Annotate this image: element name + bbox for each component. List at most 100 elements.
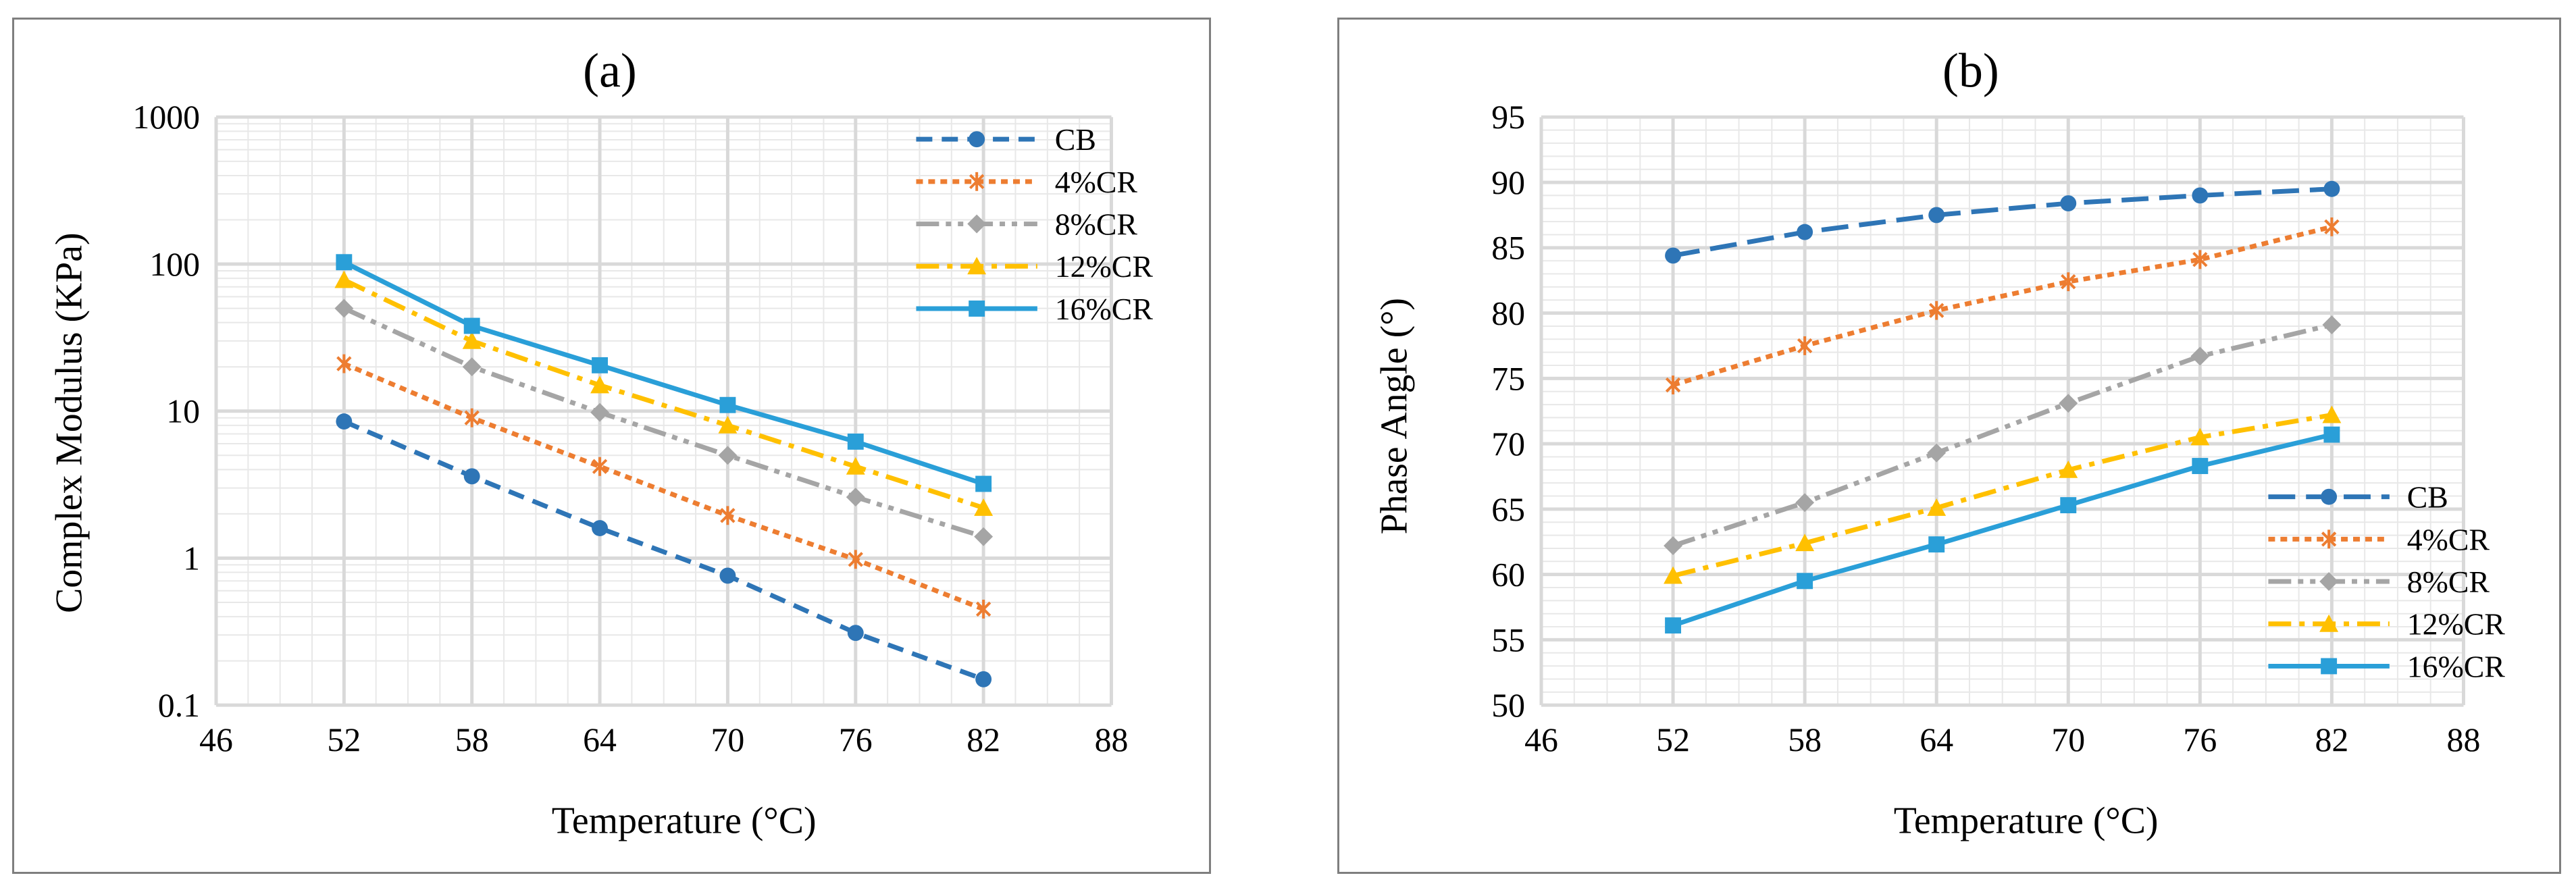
data-point-8pct-cr [590,402,610,422]
data-point-12pct-cr [718,415,738,434]
series-line-12pct-cr [342,278,985,511]
data-point-4pct-cr [1797,336,1813,355]
series-line-8pct-cr [342,306,985,539]
data-point-8pct-cr [2190,346,2210,366]
x-tick-label: 46 [199,721,233,758]
data-point-12pct-cr [974,498,994,516]
chart-a-x-tick-labels: 46 52 58 64 70 76 82 88 [199,721,1128,758]
y-tick-label: 50 [1491,687,1525,724]
x-tick-label: 76 [839,721,873,758]
legend-label-16pct-cr: 16%CR [1055,292,1154,326]
x-tick-label: 52 [1656,721,1690,758]
series-line-8pct-cr [1672,322,2333,548]
data-point-16pct-cr [1665,617,1682,634]
legend-label-4pct-cr: 4%CR [1055,165,1138,199]
x-tick-label: 58 [1788,721,1822,758]
data-point-cb [2192,187,2209,204]
legend-label-4pct-cr: 4%CR [2407,522,2490,556]
data-point-16pct-cr [2192,458,2209,474]
data-point-4pct-cr [975,600,991,619]
series-line-cb [1672,186,2332,258]
legend-marker-8pct-cr [967,214,987,234]
chart-a-y-axis-label: Complex Modulus (KPa) [49,232,91,613]
chart-b-title: (b) [1942,44,1999,98]
data-point-12pct-cr [846,457,865,475]
legend-label-12pct-cr: 12%CR [2407,607,2506,642]
data-point-16pct-cr [719,396,736,413]
data-point-cb [463,468,480,485]
data-point-4pct-cr [1929,301,1944,320]
y-tick-label: 60 [1491,556,1525,594]
chart-a-x-axis-label: Temperature (°C) [552,800,817,841]
series-line-4pct-cr [342,361,985,612]
data-point-16pct-cr [847,433,864,450]
chart-b-x-tick-labels: 46 52 58 64 70 76 82 88 [1524,721,2480,758]
y-tick-label: 1000 [132,99,200,136]
y-tick-label: 70 [1491,425,1525,463]
chart-b-legend: CB 4%CR 8%CR 12%CR 16%CR [2268,480,2506,683]
data-point-4pct-cr [2192,250,2208,269]
y-tick-label: 65 [1491,491,1525,528]
data-point-12pct-cr [2190,427,2210,446]
data-point-4pct-cr [2061,272,2076,292]
chart-a-legend: CB 4%CR 8%CR 12%CR 16%CR [916,122,1153,326]
data-point-8pct-cr [334,298,354,318]
x-tick-label: 70 [711,721,745,758]
data-point-4pct-cr [464,408,480,427]
chart-b-x-axis-label: Temperature (°C) [1894,800,2159,841]
data-point-8pct-cr [2059,394,2078,413]
x-tick-label: 58 [455,721,489,758]
chart-a-y-tick-labels: 0.1 1 10 100 1000 [132,99,200,724]
x-tick-label: 76 [2183,721,2217,758]
chart-b-series-lines [1672,186,2333,628]
legend-marker-12pct-cr [2319,614,2339,632]
data-point-cb [336,413,353,430]
legend-marker-8pct-cr [2319,572,2339,591]
data-point-8pct-cr [1664,536,1683,556]
legend-label-8pct-cr: 8%CR [1055,207,1138,242]
data-point-12pct-cr [334,270,354,288]
x-tick-label: 82 [967,721,1000,758]
data-point-16pct-cr [975,475,992,492]
y-tick-label: 100 [149,246,200,283]
data-point-12pct-cr [590,375,610,394]
data-point-8pct-cr [1795,493,1815,513]
data-point-4pct-cr [1665,375,1681,394]
data-point-4pct-cr [2324,217,2340,236]
data-point-12pct-cr [2059,460,2078,478]
y-tick-label: 75 [1491,360,1525,397]
x-tick-label: 88 [1095,721,1129,758]
legend-marker-16pct-cr [2321,658,2338,675]
series-line-16pct-cr [342,260,985,486]
data-point-8pct-cr [974,527,994,546]
y-tick-label: 10 [166,393,200,430]
data-point-cb [847,625,864,642]
data-point-16pct-cr [1797,573,1813,590]
x-tick-label: 70 [2051,721,2085,758]
data-point-12pct-cr [462,331,482,349]
legend-label-12pct-cr: 12%CR [1055,249,1154,284]
x-tick-label: 64 [1920,721,1953,758]
y-tick-label: 95 [1491,99,1525,136]
chart-b-y-tick-labels: 50 55 60 65 70 75 80 85 90 95 [1491,99,1525,724]
chart-b-svg: 46 52 58 64 70 76 82 88 50 55 60 65 70 75 80 85 90 95 CB… [1374,44,2506,842]
y-tick-label: 1 [183,540,200,577]
legend-label-16pct-cr: 16%CR [2407,649,2506,683]
chart-b-y-axis-label: Phase Angle (°) [1374,298,1416,534]
data-point-12pct-cr [2322,405,2342,423]
x-tick-label: 82 [2315,721,2348,758]
data-point-cb [719,567,736,584]
data-point-cb [2060,195,2077,211]
chart-a-series-lines [342,260,985,682]
data-point-cb [1797,224,1813,240]
data-point-cb [2323,180,2340,197]
legend-marker-4pct-cr [2321,529,2337,549]
data-point-16pct-cr [1928,536,1945,553]
chart-b-gridlines [1539,115,2465,707]
data-point-cb [975,671,992,687]
data-point-8pct-cr [718,446,738,465]
legend-marker-cb [2321,488,2338,505]
data-point-4pct-cr [592,457,608,476]
data-point-8pct-cr [1927,443,1947,463]
legend-marker-16pct-cr [969,301,985,317]
